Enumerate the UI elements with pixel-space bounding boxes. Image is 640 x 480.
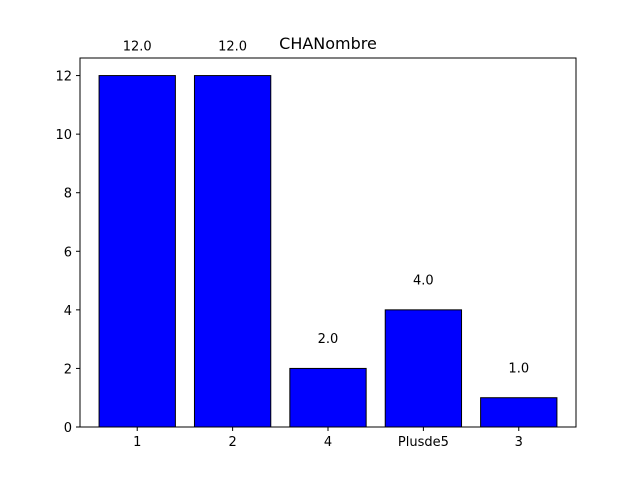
y-axis: 0 2 4 6 8 10 12 — [55, 70, 80, 436]
y-tick-label: 2 — [64, 362, 72, 377]
data-label-3: 1.0 — [508, 361, 529, 376]
y-tick-label: 8 — [64, 187, 72, 202]
x-tick-label: 3 — [515, 435, 523, 450]
data-labels: 12.0 12.0 2.0 4.0 1.0 — [123, 39, 529, 376]
bar-2 — [193, 75, 272, 428]
bar-Plusde5 — [384, 309, 463, 428]
plot-frame — [79, 57, 577, 428]
x-tick-label: 2 — [228, 435, 236, 450]
bar-3 — [480, 397, 558, 428]
x-tick-label: Plusde5 — [398, 435, 449, 450]
x-axis: 1 2 4 Plusde5 3 — [133, 427, 523, 450]
data-label-4: 2.0 — [318, 332, 339, 347]
y-tick-label: 10 — [55, 128, 72, 143]
bar-4 — [289, 367, 367, 428]
y-tick-label: 6 — [64, 245, 72, 260]
y-tick-label: 0 — [64, 421, 72, 436]
bar-1 — [98, 75, 176, 428]
data-label-2: 12.0 — [218, 39, 247, 54]
x-tick-label: 1 — [133, 435, 141, 450]
y-tick-label: 12 — [55, 70, 72, 85]
chart-title: CHANombre — [279, 34, 377, 53]
data-label-1: 12.0 — [123, 39, 152, 54]
y-tick-label: 4 — [64, 304, 72, 319]
x-tick-label: 4 — [324, 435, 332, 450]
bars-group — [98, 75, 558, 428]
data-label-Plusde5: 4.0 — [413, 274, 434, 289]
